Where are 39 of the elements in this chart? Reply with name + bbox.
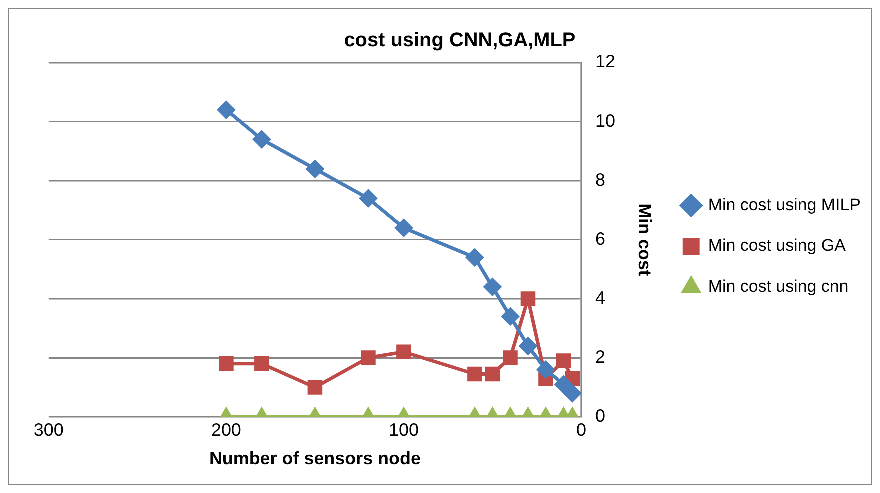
point	[520, 338, 537, 355]
point	[537, 361, 555, 379]
x-tick-label: 200	[211, 420, 242, 440]
point	[361, 350, 376, 366]
point	[502, 308, 520, 326]
point	[503, 350, 518, 366]
point	[520, 292, 536, 306]
point	[218, 101, 236, 119]
x-tick-label: 0	[576, 420, 587, 440]
point	[466, 248, 484, 266]
legend-label: Min cost using cnn	[708, 277, 849, 296]
point	[396, 344, 412, 360]
point	[308, 380, 323, 395]
point	[395, 219, 413, 237]
point	[555, 376, 572, 394]
point	[253, 130, 271, 148]
point	[306, 160, 324, 178]
y-tick-label: 4	[595, 288, 606, 308]
y-axis-title: Min cost	[635, 204, 656, 276]
chart-title: cost using CNN,GA,MLP	[344, 29, 576, 52]
y-tick-label: 12	[595, 52, 616, 72]
point	[254, 356, 270, 372]
y-tick-label: 8	[595, 170, 606, 190]
y-tick-label: 6	[595, 228, 606, 249]
point	[564, 384, 582, 402]
y-tick-label: 10	[595, 110, 616, 131]
point	[485, 366, 500, 382]
legend-label: Min cost using MILP	[708, 195, 861, 214]
legend-label: Min cost using GA	[708, 236, 847, 256]
x-tick-label: 300	[34, 420, 64, 440]
x-axis-title: Number of sensors node	[209, 448, 421, 468]
y-tick-label: 0	[595, 406, 606, 426]
point	[484, 278, 502, 296]
point	[556, 354, 572, 368]
y-tick-label: 2	[595, 346, 606, 367]
point	[219, 356, 234, 372]
x-tick-label: 100	[388, 420, 419, 440]
point	[360, 190, 378, 208]
point	[468, 366, 482, 382]
